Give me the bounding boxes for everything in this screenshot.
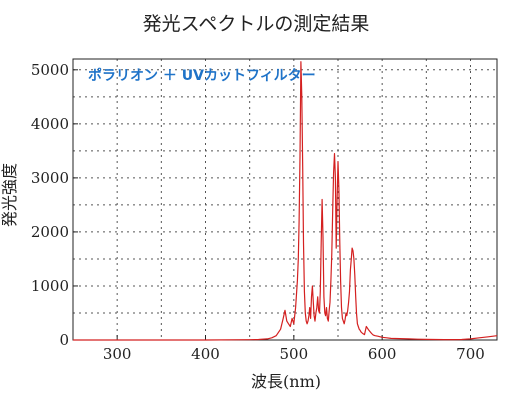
x-tick-label: 300	[103, 345, 132, 363]
chart-title: 発光スペクトルの測定結果	[143, 13, 370, 35]
x-tick-label: 700	[456, 345, 485, 363]
y-tick-label: 4000	[31, 115, 69, 133]
plot-area: 300 400 500 600 700 0 1000 2000 3000 4000 5000	[31, 58, 498, 363]
y-tick-label: 2000	[31, 223, 69, 241]
y-tick-label: 3000	[31, 169, 69, 187]
y-tick-label: 5000	[31, 61, 69, 79]
x-tick-label: 500	[280, 345, 309, 363]
chart-subtitle: ポラリオン ＋ UVカットフィルター	[88, 67, 316, 84]
y-tick-label: 1000	[31, 277, 69, 295]
y-tick-label: 0	[59, 331, 69, 349]
x-tick-label: 400	[191, 345, 220, 363]
x-axis-label: 波長(nm)	[251, 372, 321, 391]
y-axis-label: 発光強度	[0, 163, 19, 227]
x-tick-label: 600	[368, 345, 397, 363]
spectrum-line	[73, 61, 498, 341]
plot-frame	[72, 58, 498, 341]
